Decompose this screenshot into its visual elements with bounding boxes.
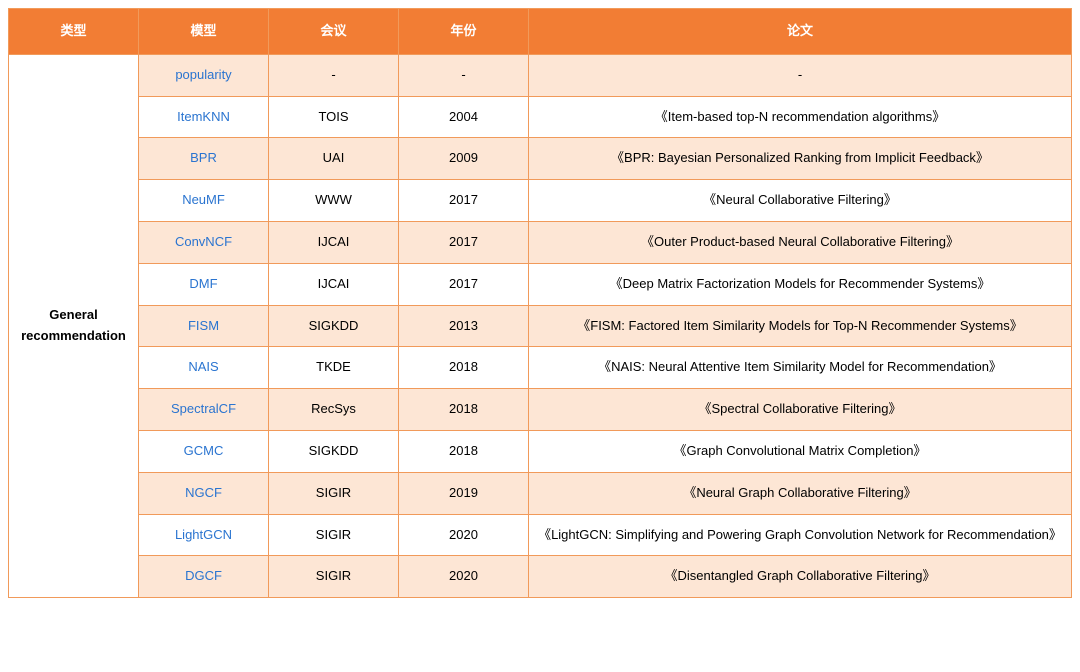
year-cell: 2018 (399, 347, 529, 389)
paper-cell: 《BPR: Bayesian Personalized Ranking from… (529, 138, 1072, 180)
paper-cell: 《Outer Product-based Neural Collaborativ… (529, 221, 1072, 263)
model-link[interactable]: DGCF (185, 568, 222, 583)
model-cell: popularity (139, 54, 269, 96)
model-cell: NeuMF (139, 180, 269, 222)
year-cell: 2020 (399, 514, 529, 556)
model-cell: NAIS (139, 347, 269, 389)
year-cell: 2004 (399, 96, 529, 138)
year-cell: 2017 (399, 263, 529, 305)
year-cell: - (399, 54, 529, 96)
paper-cell: 《FISM: Factored Item Similarity Models f… (529, 305, 1072, 347)
category-cell: General recommendation (9, 54, 139, 597)
table-header-row: 类型 模型 会议 年份 论文 (9, 9, 1072, 55)
model-link[interactable]: NGCF (185, 485, 222, 500)
table-row: BPR UAI 2009 《BPR: Bayesian Personalized… (9, 138, 1072, 180)
paper-cell: 《Neural Collaborative Filtering》 (529, 180, 1072, 222)
col-header-model: 模型 (139, 9, 269, 55)
table-row: ItemKNN TOIS 2004 《Item-based top-N reco… (9, 96, 1072, 138)
year-cell: 2017 (399, 221, 529, 263)
recommendation-models-table: 类型 模型 会议 年份 论文 General recommendation po… (8, 8, 1072, 598)
paper-cell: 《Disentangled Graph Collaborative Filter… (529, 556, 1072, 598)
year-cell: 2020 (399, 556, 529, 598)
model-link[interactable]: popularity (175, 67, 231, 82)
conf-cell: TKDE (269, 347, 399, 389)
conf-cell: RecSys (269, 389, 399, 431)
model-link[interactable]: SpectralCF (171, 401, 236, 416)
model-link[interactable]: BPR (190, 150, 217, 165)
paper-cell: 《LightGCN: Simplifying and Powering Grap… (529, 514, 1072, 556)
model-cell: BPR (139, 138, 269, 180)
table-body: General recommendation popularity - - - … (9, 54, 1072, 597)
table-row: ConvNCF IJCAI 2017 《Outer Product-based … (9, 221, 1072, 263)
model-cell: DGCF (139, 556, 269, 598)
conf-cell: SIGIR (269, 514, 399, 556)
col-header-conf: 会议 (269, 9, 399, 55)
model-link[interactable]: LightGCN (175, 527, 232, 542)
table-row: NAIS TKDE 2018 《NAIS: Neural Attentive I… (9, 347, 1072, 389)
year-cell: 2017 (399, 180, 529, 222)
table-row: SpectralCF RecSys 2018 《Spectral Collabo… (9, 389, 1072, 431)
table-row: NGCF SIGIR 2019 《Neural Graph Collaborat… (9, 472, 1072, 514)
model-link[interactable]: NeuMF (182, 192, 225, 207)
conf-cell: UAI (269, 138, 399, 180)
conf-cell: TOIS (269, 96, 399, 138)
conf-cell: SIGIR (269, 472, 399, 514)
conf-cell: IJCAI (269, 221, 399, 263)
year-cell: 2009 (399, 138, 529, 180)
paper-cell: 《NAIS: Neural Attentive Item Similarity … (529, 347, 1072, 389)
col-header-type: 类型 (9, 9, 139, 55)
year-cell: 2013 (399, 305, 529, 347)
conf-cell: SIGKDD (269, 430, 399, 472)
table-row: GCMC SIGKDD 2018 《Graph Convolutional Ma… (9, 430, 1072, 472)
model-link[interactable]: ConvNCF (175, 234, 232, 249)
model-cell: GCMC (139, 430, 269, 472)
paper-cell: 《Spectral Collaborative Filtering》 (529, 389, 1072, 431)
table-row: FISM SIGKDD 2013 《FISM: Factored Item Si… (9, 305, 1072, 347)
model-link[interactable]: ItemKNN (177, 109, 230, 124)
table-row: NeuMF WWW 2017 《Neural Collaborative Fil… (9, 180, 1072, 222)
paper-cell: 《Item-based top-N recommendation algorit… (529, 96, 1072, 138)
model-cell: LightGCN (139, 514, 269, 556)
table-row: General recommendation popularity - - - (9, 54, 1072, 96)
model-cell: FISM (139, 305, 269, 347)
paper-cell: - (529, 54, 1072, 96)
paper-cell: 《Neural Graph Collaborative Filtering》 (529, 472, 1072, 514)
year-cell: 2018 (399, 430, 529, 472)
conf-cell: - (269, 54, 399, 96)
model-cell: ItemKNN (139, 96, 269, 138)
model-cell: DMF (139, 263, 269, 305)
conf-cell: SIGKDD (269, 305, 399, 347)
model-link[interactable]: DMF (189, 276, 217, 291)
model-link[interactable]: GCMC (184, 443, 224, 458)
table-row: LightGCN SIGIR 2020 《LightGCN: Simplifyi… (9, 514, 1072, 556)
model-cell: SpectralCF (139, 389, 269, 431)
col-header-paper: 论文 (529, 9, 1072, 55)
model-cell: ConvNCF (139, 221, 269, 263)
year-cell: 2019 (399, 472, 529, 514)
table-row: DMF IJCAI 2017 《Deep Matrix Factorizatio… (9, 263, 1072, 305)
col-header-year: 年份 (399, 9, 529, 55)
paper-cell: 《Graph Convolutional Matrix Completion》 (529, 430, 1072, 472)
paper-cell: 《Deep Matrix Factorization Models for Re… (529, 263, 1072, 305)
model-cell: NGCF (139, 472, 269, 514)
model-link[interactable]: FISM (188, 318, 219, 333)
conf-cell: IJCAI (269, 263, 399, 305)
conf-cell: WWW (269, 180, 399, 222)
model-link[interactable]: NAIS (188, 359, 218, 374)
table-row: DGCF SIGIR 2020 《Disentangled Graph Coll… (9, 556, 1072, 598)
year-cell: 2018 (399, 389, 529, 431)
conf-cell: SIGIR (269, 556, 399, 598)
